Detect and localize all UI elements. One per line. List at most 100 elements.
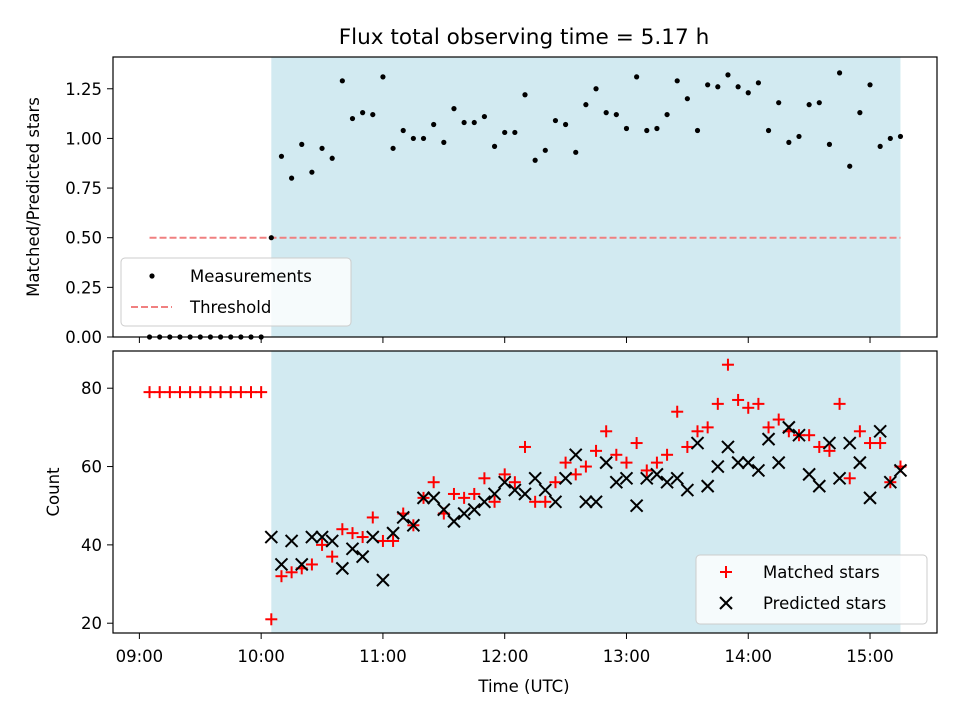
matched-star-point bbox=[661, 448, 674, 461]
bottom-legend-box bbox=[695, 554, 928, 625]
bottom-y-axis-label: Count bbox=[44, 467, 63, 517]
matched-star-point bbox=[823, 444, 836, 457]
measurement-point bbox=[654, 125, 660, 132]
predicted-star-point bbox=[406, 518, 421, 532]
x-tick-label: 15:00 bbox=[846, 647, 894, 666]
matched-star-point bbox=[498, 468, 511, 481]
measurement-point bbox=[694, 127, 701, 134]
bottom-x-ticks: 09:00 10:00 11:00 12:00 13:00 14:00 15:00 bbox=[116, 633, 894, 666]
matched-star-point bbox=[447, 487, 460, 500]
predicted-star-point bbox=[863, 491, 877, 505]
matched-star-point bbox=[204, 386, 217, 399]
legend-threshold-label: Threshold bbox=[189, 298, 271, 317]
matched-star-point bbox=[326, 550, 339, 563]
top-y-tick-label: 1.25 bbox=[65, 80, 102, 99]
measurement-point bbox=[461, 119, 467, 126]
measurement-point bbox=[623, 125, 630, 132]
predicted-star-point bbox=[843, 436, 857, 450]
predicted-star-point bbox=[629, 499, 644, 513]
legend-predicted-marker bbox=[719, 596, 733, 610]
predicted-star-point bbox=[447, 514, 461, 529]
measurement-point bbox=[593, 86, 599, 92]
matched-star-point bbox=[366, 511, 379, 524]
predicted-star-point bbox=[264, 530, 279, 544]
predicted-star-point bbox=[305, 530, 319, 544]
bottom-y-tick-label: 40 bbox=[81, 536, 102, 555]
predicted-star-point bbox=[650, 467, 664, 482]
measurement-point bbox=[806, 102, 812, 108]
predicted-star-point bbox=[284, 534, 299, 548]
matched-star-point bbox=[701, 421, 714, 434]
predicted-star-point bbox=[437, 502, 451, 517]
legend-measurements-label: Measurements bbox=[190, 267, 312, 286]
measurement-point bbox=[329, 155, 335, 161]
matched-star-point bbox=[153, 386, 166, 399]
top-legend: Measurements Threshold bbox=[120, 257, 352, 327]
predicted-star-point bbox=[366, 530, 380, 544]
top-x-ticks bbox=[138, 337, 871, 343]
bottom-y-ticks: 20 40 60 80 bbox=[81, 379, 113, 633]
matched-star-point bbox=[184, 386, 197, 399]
matched-star-point bbox=[234, 386, 247, 399]
measurement-point bbox=[897, 133, 904, 140]
matched-star-point bbox=[864, 437, 877, 450]
measurement-point bbox=[512, 129, 518, 136]
measurement-point bbox=[431, 121, 437, 128]
predicted-star-point bbox=[295, 557, 309, 572]
measurement-point bbox=[278, 153, 285, 159]
predicted-star-point bbox=[396, 510, 410, 525]
measurement-point bbox=[542, 147, 548, 153]
top-shaded-interval bbox=[271, 57, 901, 337]
legend-predicted-label: Predicted stars bbox=[763, 594, 886, 613]
matched-star-point bbox=[803, 429, 816, 442]
matched-star-point bbox=[427, 476, 440, 489]
top-y-tick-label: 0.25 bbox=[65, 278, 102, 297]
predicted-star-point bbox=[416, 491, 431, 505]
matched-star-point bbox=[640, 464, 653, 477]
predicted-star-point bbox=[893, 463, 908, 478]
measurement-point bbox=[603, 110, 609, 116]
matched-star-point bbox=[732, 393, 745, 406]
matched-star-point bbox=[468, 487, 481, 500]
bottom-legend: Matched stars Predicted stars bbox=[695, 554, 928, 625]
predicted-star-point bbox=[619, 471, 634, 485]
matched-star-point bbox=[721, 358, 734, 371]
predicted-star-point bbox=[599, 455, 613, 470]
predicted-star-point bbox=[883, 475, 898, 489]
matched-star-point bbox=[336, 523, 349, 536]
legend-matched-marker bbox=[720, 566, 732, 578]
measurement-point bbox=[380, 74, 386, 80]
matched-star-point bbox=[569, 468, 582, 481]
predicted-star-point bbox=[609, 475, 624, 489]
bottom-points-layer bbox=[143, 358, 908, 626]
predicted-star-point bbox=[518, 487, 532, 501]
figure-title: Flux total observing time = 5.17 h bbox=[339, 25, 710, 50]
matched-star-point bbox=[752, 397, 765, 410]
measurement-point bbox=[552, 117, 559, 124]
measurement-point bbox=[786, 139, 792, 145]
matched-star-point bbox=[813, 440, 826, 453]
matched-star-point bbox=[194, 386, 207, 399]
measurement-point bbox=[573, 149, 579, 155]
predicted-star-point bbox=[538, 483, 553, 497]
matched-star-point bbox=[742, 401, 755, 414]
matched-star-point bbox=[519, 440, 531, 453]
x-tick-label: 09:00 bbox=[116, 647, 164, 666]
measurement-point bbox=[836, 70, 843, 76]
matched-star-point bbox=[559, 456, 572, 469]
predicted-star-point bbox=[761, 432, 776, 446]
predicted-star-point bbox=[274, 557, 289, 572]
predicted-star-point bbox=[873, 424, 887, 438]
matched-star-point bbox=[376, 534, 389, 547]
predicted-star-point bbox=[822, 436, 837, 450]
x-tick-label: 14:00 bbox=[724, 647, 772, 666]
predicted-star-point bbox=[355, 549, 370, 564]
measurement-point bbox=[349, 115, 356, 122]
measurement-point bbox=[664, 111, 670, 118]
measurement-point bbox=[339, 78, 345, 84]
predicted-star-point bbox=[660, 475, 674, 489]
matched-star-point bbox=[245, 386, 258, 399]
matched-star-point bbox=[508, 476, 521, 489]
measurement-point bbox=[268, 235, 274, 241]
measurement-point bbox=[674, 78, 680, 84]
